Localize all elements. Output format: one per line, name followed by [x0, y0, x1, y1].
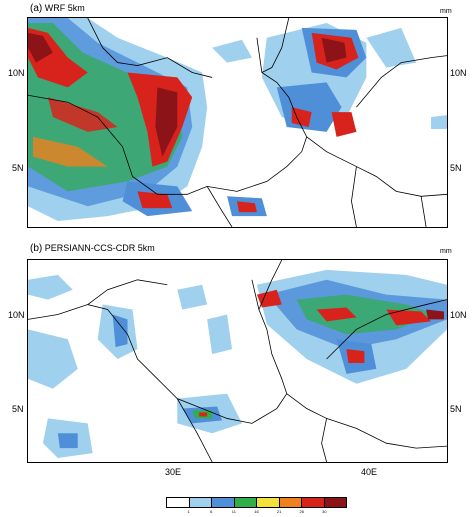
panel-a-lat-5n: 5N: [12, 163, 24, 173]
colorbar-label: 26: [299, 509, 304, 514]
panel-b-map: [27, 259, 448, 463]
panel-b-unit: mm: [440, 248, 452, 255]
colorbar-swatch: [324, 498, 346, 507]
panel-a-name: WRF 5km: [44, 3, 85, 13]
panel-a-tag: (a): [30, 3, 43, 14]
panel-a-map: [27, 17, 448, 228]
colorbar: [166, 497, 347, 508]
panel-b-lat-5n: 5N: [12, 404, 24, 414]
panel-b-lat-10n: 10N: [8, 310, 25, 320]
colorbar-swatch: [279, 498, 302, 507]
colorbar-label: 11: [231, 509, 236, 514]
colorbar-label: 21: [276, 509, 282, 514]
colorbar-label: 16: [254, 509, 259, 514]
panel-b-title: (b) PERSIANN-CCS-CDR 5km: [30, 243, 155, 254]
colorbar-swatch: [302, 498, 325, 507]
panel-b-name: PERSIANN-CCS-CDR 5km: [44, 243, 155, 253]
panel-a-unit: mm: [440, 8, 452, 15]
panel-a-lat-10n: 10N: [8, 68, 25, 78]
colorbar-swatch: [257, 498, 280, 507]
lon-40e: 40E: [361, 467, 378, 477]
panel-a-lat-10n-right: 10N: [450, 68, 467, 78]
colorbar-swatch: [189, 498, 212, 507]
colorbar-swatch: [234, 498, 257, 507]
panel-b-lat-10n-right: 10N: [450, 310, 467, 320]
lon-30e: 30E: [165, 467, 182, 477]
panel-a-precip-field: [28, 18, 447, 227]
colorbar-label: 6: [210, 509, 213, 514]
colorbar-labels: 1 6 11 16 21 26 30: [166, 509, 347, 517]
colorbar-label: 1: [187, 509, 190, 514]
panel-a-lat-5n-right: 5N: [450, 163, 462, 173]
colorbar-label: 30: [322, 509, 327, 514]
panel-b-lat-5n-right: 5N: [450, 404, 462, 414]
panel-b-tag: (b): [30, 243, 43, 254]
panel-b-precip-field: [28, 260, 447, 462]
panel-a-title: (a) WRF 5km: [30, 3, 85, 14]
colorbar-swatch: [167, 498, 190, 507]
colorbar-swatch: [212, 498, 235, 507]
